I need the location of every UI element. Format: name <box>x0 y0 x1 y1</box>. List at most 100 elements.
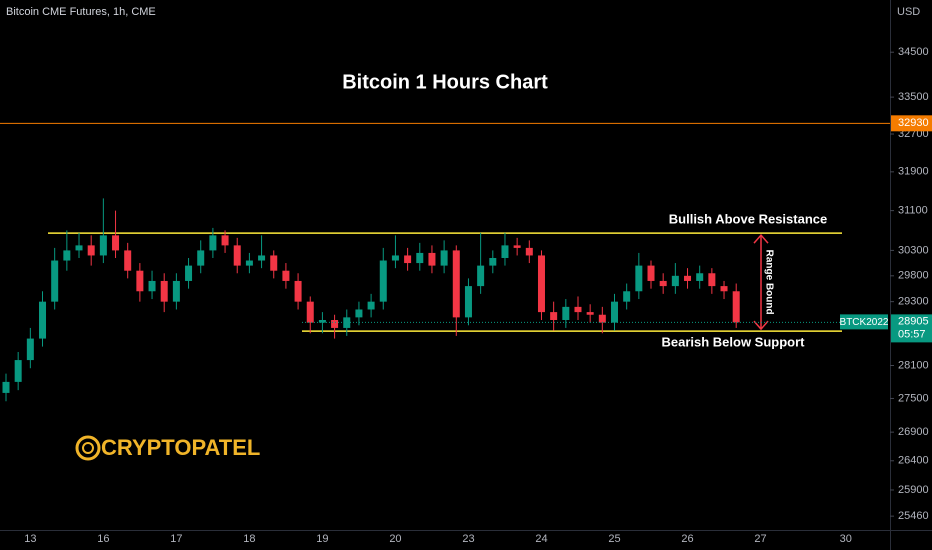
range-label: Range Bound <box>763 250 774 315</box>
candle-body <box>708 273 716 287</box>
x-tick-label: 18 <box>243 533 255 545</box>
x-tick-label: 26 <box>681 533 693 545</box>
candle-body <box>489 257 497 266</box>
candle-body <box>63 250 71 261</box>
candle-body <box>452 250 460 318</box>
candle-body <box>294 280 302 302</box>
candle-body <box>659 280 667 287</box>
candle-body <box>501 245 509 258</box>
x-tick-label: 16 <box>97 533 109 545</box>
symbol-tag-label: BTCK2022 <box>840 317 889 328</box>
x-tick-label: 17 <box>170 533 182 545</box>
candle-body <box>26 338 34 361</box>
candle-body <box>416 252 424 264</box>
y-tick-label: 26400 <box>898 455 929 467</box>
currency: USD <box>897 6 920 18</box>
candle-body <box>464 286 472 318</box>
candle-body <box>148 280 156 292</box>
y-tick-label: 31900 <box>898 166 929 178</box>
candle-body <box>477 265 485 287</box>
y-tick-label: 30300 <box>898 244 929 256</box>
candle-body <box>172 280 180 302</box>
y-tick-label: 25900 <box>898 484 929 496</box>
candle-body <box>537 255 545 313</box>
candle-body <box>270 255 278 271</box>
level-annotation: Bearish Below Support <box>661 335 805 350</box>
x-tick-label: 23 <box>462 533 474 545</box>
candle-body <box>209 235 217 251</box>
candle-body <box>623 291 631 302</box>
price-tag <box>891 314 932 343</box>
candle-body <box>367 301 375 310</box>
level-tag <box>891 115 932 132</box>
brand-name: CRYPTOPATEL <box>101 435 260 460</box>
candle-body <box>355 309 363 318</box>
candle-body <box>404 255 412 264</box>
candle-body <box>574 306 582 313</box>
y-tick-label: 33500 <box>898 91 929 103</box>
candle-body <box>671 275 679 287</box>
candle-body <box>258 255 266 261</box>
candle-body <box>39 301 47 339</box>
candle-body <box>611 301 618 323</box>
x-tick-label: 24 <box>535 533 547 545</box>
y-tick-label: 25460 <box>898 510 929 522</box>
range-arrow-head <box>753 320 769 331</box>
y-tick-label: 34500 <box>898 46 929 58</box>
candle-body <box>75 245 83 251</box>
candle-body <box>136 270 144 292</box>
candle-body <box>732 291 740 323</box>
candle-body <box>513 245 521 248</box>
candle-body <box>379 260 387 302</box>
candle-body <box>51 260 59 302</box>
symbol-header: Bitcoin CME Futures, 1h, CME <box>6 6 156 18</box>
y-tick-label: 31100 <box>898 205 928 217</box>
level-tag-label: 32930 <box>898 117 929 129</box>
candle-body <box>221 235 229 246</box>
candle-body <box>197 250 205 266</box>
x-tick-label: 20 <box>389 533 401 545</box>
y-tick-label: 28100 <box>898 359 929 371</box>
y-tick-label: 27500 <box>898 392 929 404</box>
level-annotation: Bullish Above Resistance <box>669 212 827 227</box>
candle-body <box>87 245 95 256</box>
x-tick-label: 25 <box>608 533 620 545</box>
chart-title: Bitcoin 1 Hours Chart <box>342 71 548 93</box>
candle-body <box>245 260 253 266</box>
candle-body <box>647 265 655 281</box>
candle-body <box>160 280 168 302</box>
candle-body <box>233 245 241 266</box>
candle-body <box>306 301 314 323</box>
candle-body <box>318 320 326 323</box>
candle-body <box>525 247 533 256</box>
candle-body <box>635 265 643 292</box>
candle-body <box>99 235 107 256</box>
candle-body <box>391 255 399 261</box>
price-tag-label: 28905 <box>898 315 929 327</box>
candle-body <box>112 235 120 251</box>
candle-body <box>331 320 339 328</box>
candle-body <box>282 270 290 281</box>
x-tick-label: 30 <box>840 533 852 545</box>
symbol-tag <box>840 314 888 330</box>
y-tick-label: 29300 <box>898 296 929 308</box>
candle-body <box>440 250 448 266</box>
x-tick-label: 19 <box>316 533 328 545</box>
brand-logo <box>75 435 101 461</box>
candle-body <box>550 312 558 321</box>
candle-body <box>185 265 193 281</box>
y-tick-label: 26900 <box>898 426 929 438</box>
candle-body <box>2 381 10 393</box>
candle-body <box>586 312 594 315</box>
candle-body <box>14 360 22 382</box>
candle-body <box>720 286 728 292</box>
range-arrow-head <box>753 233 769 244</box>
x-tick-label: 13 <box>24 533 36 545</box>
y-tick-label: 29800 <box>898 270 929 282</box>
candle-body <box>598 314 606 323</box>
candle-body <box>428 252 436 266</box>
candle-body <box>124 250 132 271</box>
countdown: 05:57 <box>898 328 926 340</box>
candle-body <box>562 306 570 321</box>
